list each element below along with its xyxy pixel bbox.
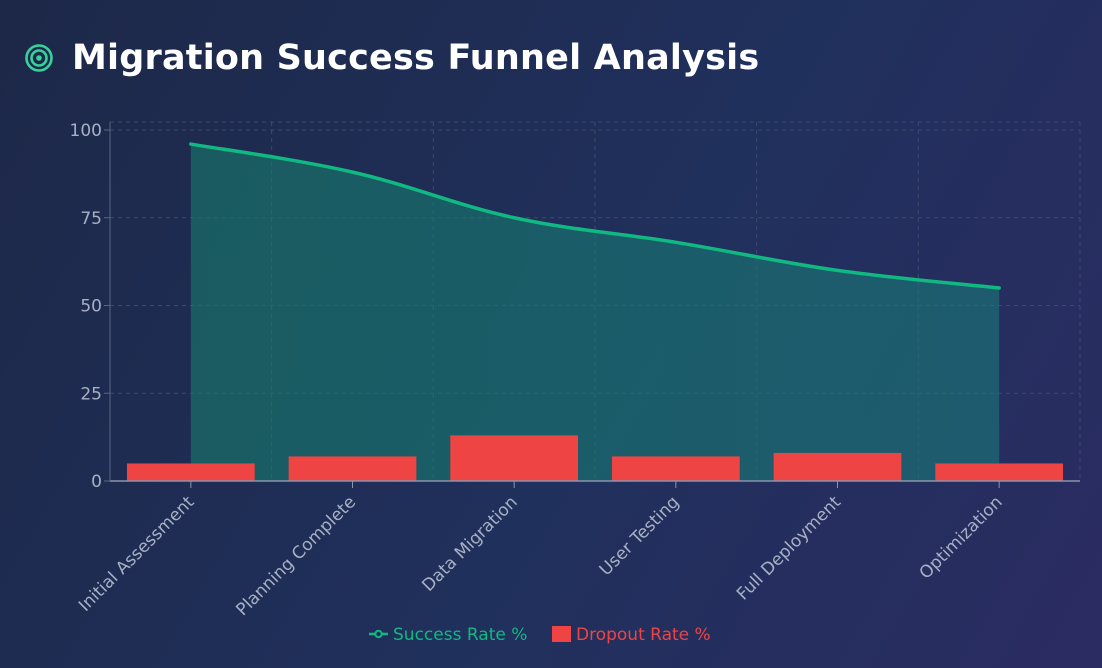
- success-point[interactable]: [998, 286, 1001, 289]
- chart-title: Migration Success Funnel Analysis: [72, 38, 760, 78]
- success-point[interactable]: [674, 241, 677, 244]
- x-tick-label: Initial Assessment: [75, 492, 199, 616]
- dropout-bars: [126, 435, 1064, 481]
- y-tick-label: 75: [80, 209, 102, 229]
- legend-item-dropout[interactable]: Dropout Rate %: [552, 625, 711, 645]
- dropout-bar[interactable]: [288, 456, 417, 481]
- success-point[interactable]: [189, 143, 192, 146]
- x-tick-label: Data Migration: [418, 492, 521, 595]
- y-tick-label: 25: [80, 384, 102, 404]
- success-point[interactable]: [513, 216, 516, 219]
- success-line: [189, 142, 1001, 290]
- dropout-bar[interactable]: [935, 463, 1064, 481]
- dropout-bar[interactable]: [450, 435, 579, 481]
- legend-bar-swatch: [552, 626, 571, 642]
- y-tick-label: 100: [70, 121, 102, 141]
- dropout-bar[interactable]: [773, 452, 902, 481]
- x-tick-label: Optimization: [916, 492, 1007, 583]
- legend-label-success: Success Rate %: [393, 625, 527, 645]
- legend-label-dropout: Dropout Rate %: [576, 625, 711, 645]
- y-tick-label: 0: [91, 472, 102, 492]
- success-point[interactable]: [351, 171, 354, 174]
- chart-header: Migration Success Funnel Analysis: [24, 38, 759, 78]
- dropout-bar[interactable]: [126, 463, 255, 481]
- legend-item-success[interactable]: Success Rate %: [369, 625, 527, 645]
- x-tick-label: User Testing: [596, 492, 684, 580]
- success-area-fill: [190, 144, 1000, 482]
- target-icon: [25, 44, 53, 72]
- success-point[interactable]: [836, 269, 839, 272]
- legend: Success Rate % Dropout Rate %: [369, 625, 711, 645]
- dropout-bar[interactable]: [611, 456, 740, 481]
- x-tick-label: Planning Complete: [232, 492, 360, 620]
- y-tick-label: 50: [80, 297, 102, 317]
- x-tick-label: Full Deployment: [733, 492, 845, 604]
- success-area: [189, 142, 1001, 482]
- legend-point-swatch: [374, 629, 383, 639]
